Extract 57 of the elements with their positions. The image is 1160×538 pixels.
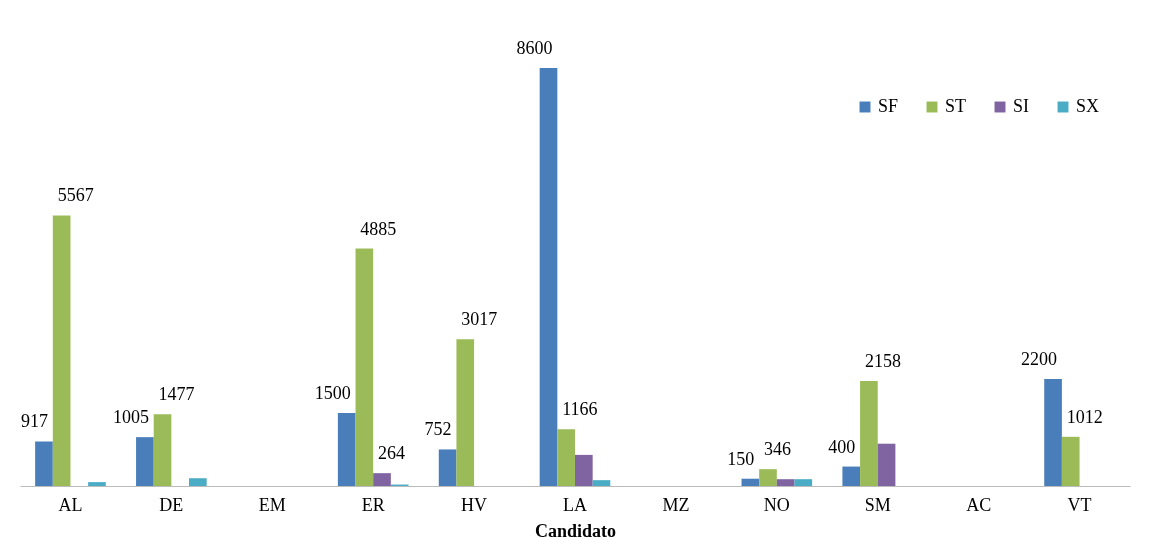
bar xyxy=(759,469,777,486)
data-label: 1012 xyxy=(1066,406,1103,427)
bar xyxy=(153,414,172,486)
legend-label: SF xyxy=(878,96,899,116)
data-label: 5567 xyxy=(57,185,94,206)
data-label: 4885 xyxy=(360,218,397,239)
x-tick-label: VT xyxy=(1067,494,1092,515)
data-label: 150 xyxy=(727,448,755,469)
x-axis-title: Candidato xyxy=(534,520,617,538)
x-tick-label: MZ xyxy=(662,494,690,515)
x-tick-label: ER xyxy=(361,494,385,515)
bar xyxy=(794,479,813,486)
bar xyxy=(776,479,795,486)
data-label: 1166 xyxy=(562,399,598,420)
x-tick-label: AC xyxy=(966,494,992,515)
x-tick-label: NO xyxy=(763,494,790,515)
data-label: 1477 xyxy=(158,384,195,405)
bar xyxy=(189,478,207,486)
data-label: 3017 xyxy=(461,309,498,330)
bar xyxy=(842,466,861,486)
x-tick-label: EM xyxy=(258,494,286,515)
bar xyxy=(1061,436,1080,486)
x-tick-label: LA xyxy=(563,494,587,515)
bar xyxy=(877,443,896,486)
bar xyxy=(456,339,475,486)
bar xyxy=(373,473,391,486)
legend-label: ST xyxy=(945,96,967,116)
bar xyxy=(355,248,374,486)
data-label: 400 xyxy=(828,436,856,457)
legend-label: SI xyxy=(1013,96,1030,116)
data-label: 8600 xyxy=(516,38,553,58)
bar xyxy=(860,381,878,486)
legend-label: SX xyxy=(1076,96,1100,116)
bar xyxy=(575,454,593,486)
bar xyxy=(557,429,575,486)
data-label: 1005 xyxy=(112,407,149,428)
bar xyxy=(136,437,154,486)
data-label: 2200 xyxy=(1021,349,1058,370)
data-label: 1500 xyxy=(314,383,351,404)
bar xyxy=(741,478,760,486)
bar xyxy=(1044,379,1062,486)
bar xyxy=(52,215,71,486)
data-label: 2158 xyxy=(864,351,901,372)
x-tick-label: AL xyxy=(58,494,83,515)
bar xyxy=(337,413,356,486)
bar xyxy=(438,449,457,486)
bar xyxy=(592,480,611,486)
data-label: 752 xyxy=(424,419,452,440)
data-label: 917 xyxy=(20,411,48,432)
data-label: 264 xyxy=(378,443,406,464)
bar xyxy=(539,68,558,486)
bar xyxy=(35,441,53,486)
x-tick-label: SM xyxy=(864,494,891,515)
x-tick-label: DE xyxy=(159,494,184,515)
data-label: 346 xyxy=(763,439,791,460)
x-tick-label: HV xyxy=(461,494,488,515)
bar xyxy=(88,482,106,486)
